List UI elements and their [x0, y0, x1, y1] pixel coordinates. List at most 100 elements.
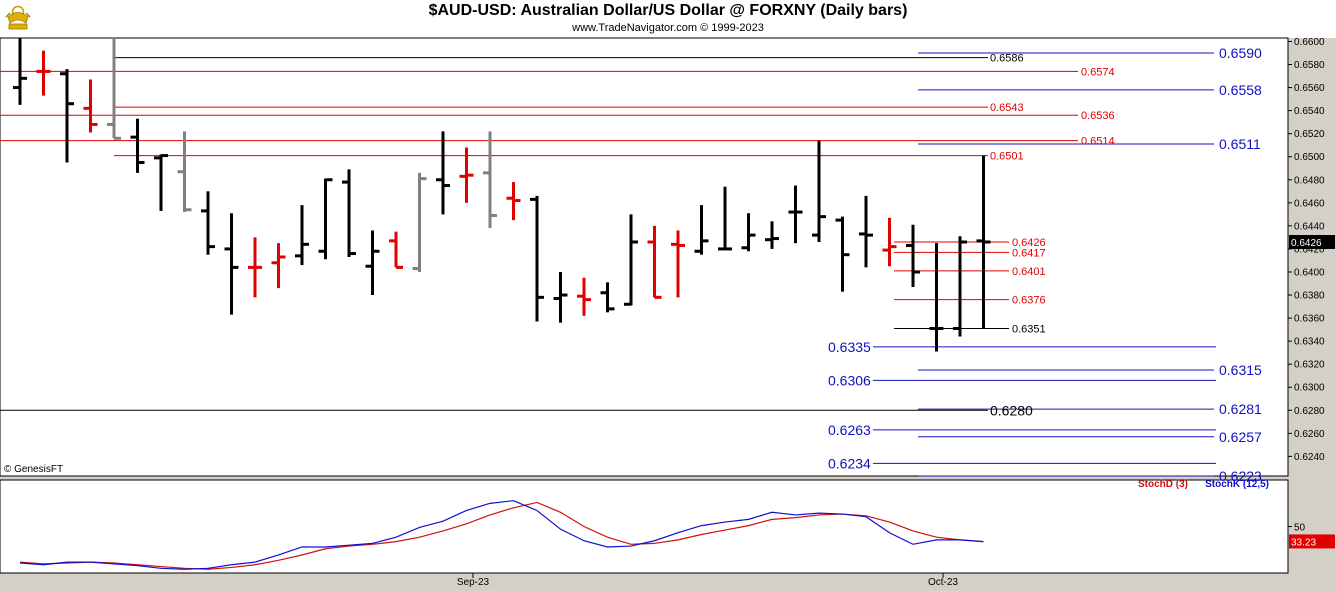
- ohlc-bar: [765, 221, 779, 249]
- levels-layer: 0.6590 0.6586 0.6574 0.6558 0.6543 0.6536 0.65…: [0, 45, 1262, 484]
- ohlc-bar: [177, 131, 192, 213]
- chart-header: $AUD-USD: Australian Dollar/US Dollar @ …: [0, 0, 1336, 38]
- price-tick-label: 0.6440: [1294, 221, 1325, 232]
- level-label: 0.6306: [828, 372, 871, 388]
- ohlc-bar: [624, 214, 638, 306]
- price-tick-label: 0.6340: [1294, 337, 1325, 348]
- level-label: 0.6501: [990, 151, 1024, 163]
- level-label: 0.6315: [1219, 362, 1262, 378]
- level-label: 0.6514: [1081, 136, 1115, 148]
- ohlc-bar: [483, 131, 497, 229]
- ohlc-bar: [13, 38, 27, 105]
- level-label: 0.6558: [1219, 82, 1262, 98]
- ohlc-bar: [647, 225, 662, 299]
- level-label: 0.6280: [990, 402, 1033, 418]
- ohlc-bar: [248, 237, 262, 298]
- level-label: 0.6590: [1219, 45, 1262, 61]
- date-tick-label: Sep-23: [457, 577, 490, 588]
- ohlc-bar: [318, 178, 333, 260]
- ohlc-bar: [882, 217, 897, 267]
- stoch-series-line: [19, 501, 984, 570]
- date-axis: Sep-23 Oct-23: [457, 573, 958, 588]
- level-label: 0.6234: [828, 455, 871, 471]
- stochastic-layer: 50 33.23 StochD (3) StochK (12,5): [19, 479, 1335, 570]
- ohlc-bar: [506, 182, 521, 221]
- price-tick-label: 0.6520: [1294, 129, 1325, 140]
- level-label: 0.6281: [1219, 401, 1262, 417]
- stoch-legend-k: StochK (12,5): [1205, 479, 1269, 490]
- ohlc-bar: [577, 277, 591, 316]
- level-label: 0.6223: [1219, 468, 1262, 484]
- ohlc-bar: [859, 195, 873, 268]
- ohlc-bar: [295, 205, 309, 266]
- price-tick-label: 0.6320: [1294, 360, 1325, 371]
- price-tick-label: 0.6360: [1294, 314, 1325, 325]
- stoch-value-label: 33.23: [1291, 537, 1316, 548]
- stoch-legend-d: StochD (3): [1138, 479, 1188, 490]
- ohlc-bar: [906, 224, 920, 287]
- last-price-label: 0.6426: [1291, 238, 1322, 249]
- ohlc-bar: [459, 147, 474, 203]
- gold-bull-logo-icon: [5, 5, 31, 30]
- price-tick-label: 0.6260: [1294, 429, 1325, 440]
- price-tick-label: 0.6580: [1294, 60, 1325, 71]
- ohlc-bar: [976, 155, 991, 329]
- price-axis: 0.6600 0.6580 0.6560 0.6540 0.6520 0.6500 0.64…: [1288, 37, 1335, 463]
- level-label: 0.6401: [1012, 266, 1046, 278]
- price-tick-label: 0.6380: [1294, 291, 1325, 302]
- ohlc-bar: [389, 231, 403, 269]
- ohlc-bar: [788, 185, 803, 244]
- level-label: 0.6536: [1081, 110, 1115, 122]
- price-tick-label: 0.6300: [1294, 383, 1325, 394]
- level-label: 0.6263: [828, 422, 871, 438]
- price-tick-label: 0.6500: [1294, 152, 1325, 163]
- chart-title: $AUD-USD: Australian Dollar/US Dollar @ …: [428, 2, 908, 19]
- ohlc-bar: [365, 230, 380, 296]
- stoch-series-line: [19, 500, 984, 570]
- ohlc-bar: [342, 169, 356, 257]
- bars-layer: [13, 38, 991, 352]
- level-label: 0.6543: [990, 102, 1024, 114]
- level-label: 0.6574: [1081, 66, 1115, 78]
- ohlc-bar: [60, 69, 74, 163]
- price-tick-label: 0.6420: [1294, 244, 1325, 255]
- level-label: 0.6426: [1012, 237, 1046, 249]
- level-label: 0.6417: [1012, 247, 1046, 259]
- level-label: 0.6511: [1219, 136, 1261, 152]
- stoch-value-box: [1289, 534, 1335, 549]
- ohlc-bar: [694, 205, 709, 255]
- price-tick-label: 0.6460: [1294, 198, 1325, 209]
- chart-subtitle: www.TradeNavigator.com © 1999-2023: [572, 22, 764, 34]
- ohlc-bar: [436, 131, 450, 215]
- price-tick-label: 0.6560: [1294, 83, 1325, 94]
- price-tick-label: 0.6400: [1294, 267, 1325, 278]
- price-tick-label: 0.6280: [1294, 406, 1325, 417]
- stoch-panel: [0, 479, 1289, 574]
- ohlc-bar: [36, 50, 51, 96]
- level-label: 0.6335: [828, 339, 871, 355]
- ohlc-bar: [530, 195, 544, 322]
- ohlc-bar: [83, 79, 98, 133]
- ohlc-bar: [412, 172, 427, 272]
- price-tick-label: 0.6240: [1294, 452, 1325, 463]
- ohlc-bar: [271, 243, 286, 289]
- ohlc-bar: [718, 186, 732, 251]
- price-tick-label: 0.6540: [1294, 106, 1325, 117]
- watermark: © GenesisFT: [4, 464, 63, 475]
- ohlc-bar: [201, 191, 215, 255]
- ohlc-bar: [130, 118, 145, 173]
- ohlc-bar: [953, 236, 967, 337]
- price-tick-label: 0.6600: [1294, 37, 1325, 48]
- ohlc-bar: [741, 213, 756, 252]
- ohlc-bar: [812, 140, 826, 243]
- ohlc-bar: [600, 282, 615, 313]
- ohlc-bar: [553, 271, 568, 323]
- ohlc-bar: [154, 154, 168, 211]
- ohlc-bar: [929, 243, 944, 352]
- stoch-tick-label: 50: [1294, 523, 1306, 534]
- price-panel: [0, 37, 1289, 477]
- ohlc-bar: [671, 230, 685, 298]
- level-label: 0.6351: [1012, 323, 1046, 335]
- price-tick-label: 0.6480: [1294, 175, 1325, 186]
- ohlc-bar: [224, 213, 239, 315]
